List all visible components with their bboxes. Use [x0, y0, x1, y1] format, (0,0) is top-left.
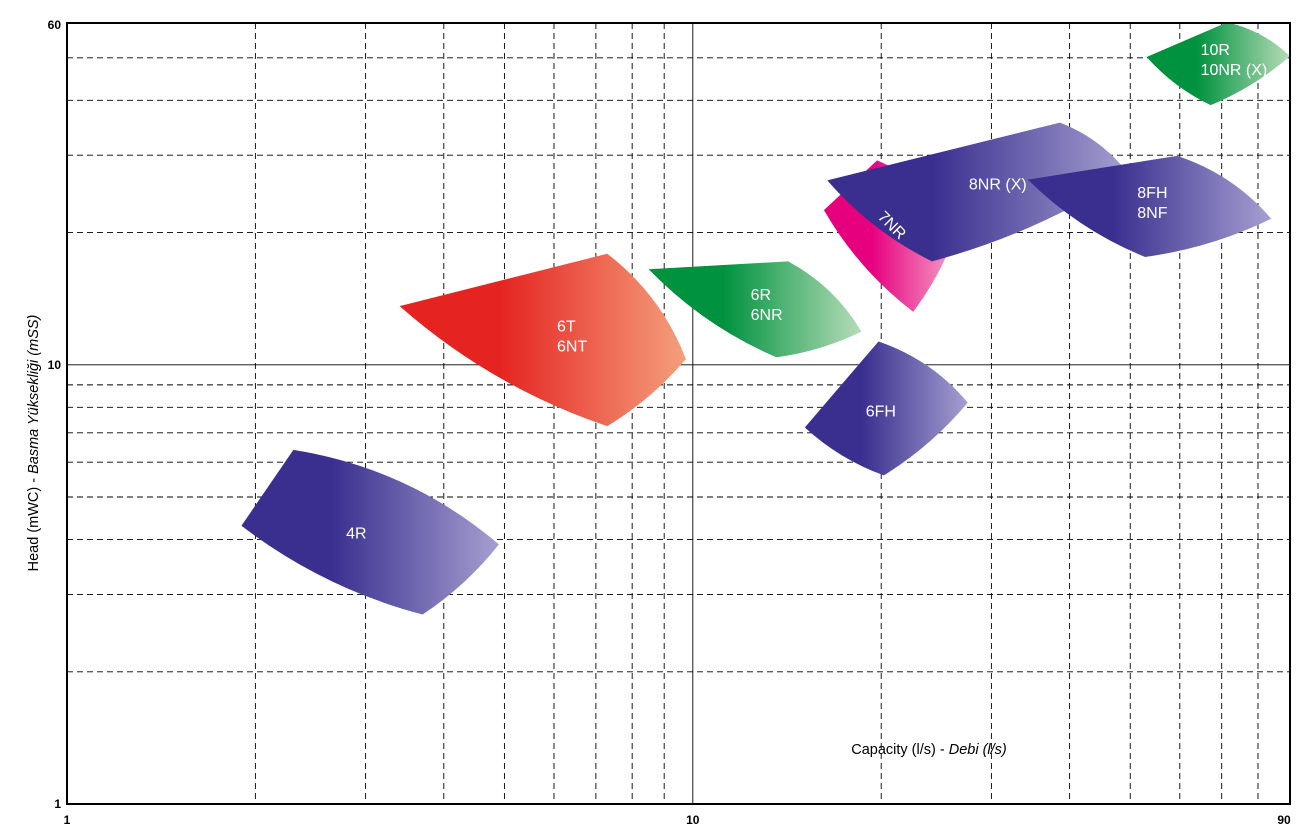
- region-4r: [241, 449, 499, 615]
- x-tick-label: 90: [1277, 813, 1291, 827]
- region-label: 6FH: [866, 404, 896, 421]
- region-label: 10R 10NR (X): [1201, 42, 1268, 79]
- pump-regions: [241, 22, 1290, 615]
- y-axis-label: Head (mWC) - Basma Yüksekliği (mSS): [26, 315, 42, 572]
- x-tick-label: 10: [686, 813, 700, 827]
- region-6r-6nr: [648, 261, 862, 358]
- region-10r-10nr-x: [1146, 22, 1290, 106]
- region-label-line: 8NF: [1137, 205, 1167, 222]
- x-tick-label: 1: [64, 813, 71, 827]
- region-label-line: 10NR (X): [1201, 62, 1268, 79]
- plot-frame: [66, 22, 1291, 805]
- region-8nr-x: [827, 122, 1129, 262]
- region-label-line: 6NT: [557, 338, 587, 355]
- region-label-line: 8FH: [1137, 185, 1167, 202]
- region-label-line: 6T: [557, 318, 576, 335]
- region-label: 8FH 8NF: [1137, 185, 1167, 222]
- region-label-line: 10R: [1201, 42, 1230, 59]
- region-label-line: 4R: [346, 526, 366, 543]
- region-label-line: 6NR: [751, 307, 783, 324]
- region-label-line: 8NR (X): [969, 177, 1027, 194]
- region-label: 6R 6NR: [751, 287, 783, 324]
- region-label: 8NR (X): [969, 177, 1027, 194]
- region-label: 6T 6NT: [557, 318, 587, 355]
- y-tick-label: 60: [48, 18, 62, 32]
- plot-background: [67, 23, 1290, 804]
- region-label: 4R: [346, 526, 366, 543]
- y-tick-label: 10: [48, 358, 62, 372]
- region-8fh-8nf: [1027, 155, 1272, 257]
- region-label-line: 6R: [751, 287, 771, 304]
- tick-labels: 1 10 90 1 10 60: [48, 18, 1291, 827]
- region-6t-6nt: [399, 253, 686, 427]
- x-axis-label: Capacity (l/s) - Debi (l/s): [851, 742, 1007, 758]
- y-tick-label: 1: [54, 797, 61, 811]
- region-label-line: 6FH: [866, 404, 896, 421]
- region-6fh: [804, 341, 968, 476]
